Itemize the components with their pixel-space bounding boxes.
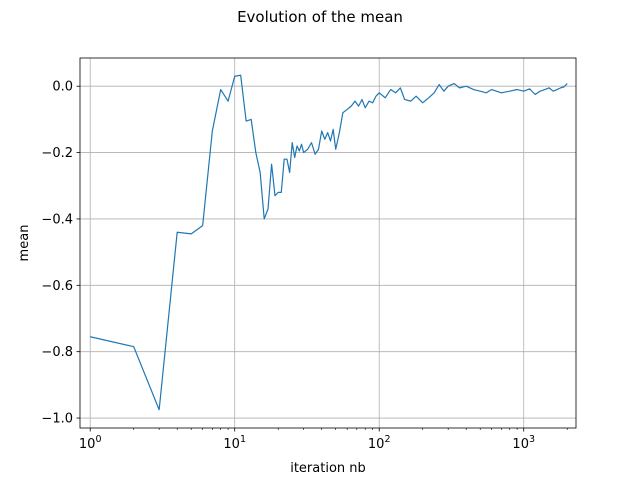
y-tick-label: 0.0: [52, 80, 73, 95]
x-axis-ticks: 100 101 102 103: [79, 428, 568, 452]
y-tick-label: −0.2: [41, 146, 73, 161]
y-tick-label: −0.8: [41, 345, 73, 360]
series-line: [90, 74, 568, 411]
y-tick-label: −0.4: [41, 212, 73, 227]
y-axis-label: mean: [17, 225, 32, 262]
chart-title: Evolution of the mean: [237, 8, 403, 26]
x-tick-label: 101: [223, 434, 246, 452]
x-axis-label: iteration nb: [290, 461, 366, 476]
y-tick-label: −0.6: [41, 279, 73, 294]
grid: [80, 58, 576, 428]
y-tick-label: −1.0: [41, 412, 73, 427]
y-axis-ticks: 0.0 −0.2 −0.4 −0.6 −0.8 −1.0: [41, 80, 80, 427]
series-0-line: [90, 74, 568, 411]
x-tick-label: 103: [512, 434, 535, 452]
x-tick-label: 100: [79, 434, 102, 452]
x-tick-label: 102: [368, 434, 391, 452]
axes-frame: [79, 57, 577, 429]
